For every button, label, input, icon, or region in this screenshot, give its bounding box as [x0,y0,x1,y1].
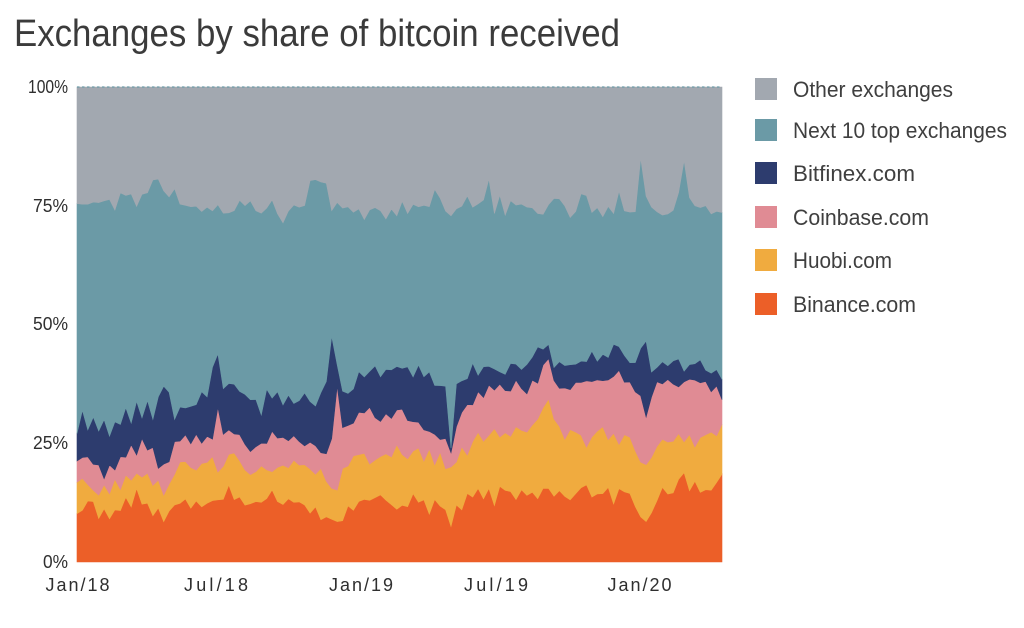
svg-text:50%: 50% [33,314,68,334]
svg-text:Next 10 top exchanges: Next 10 top exchanges [793,118,1007,143]
svg-text:Jul/19: Jul/19 [464,575,528,595]
svg-text:Jan/19: Jan/19 [329,575,393,595]
svg-text:Coinbase.com: Coinbase.com [793,205,929,230]
svg-text:75%: 75% [33,196,68,216]
svg-text:Huobi.com: Huobi.com [793,248,892,273]
svg-text:0%: 0% [43,552,68,572]
svg-text:Jan/18: Jan/18 [46,575,110,595]
svg-text:Other exchanges: Other exchanges [793,77,953,102]
svg-text:Binance.com: Binance.com [793,292,916,317]
svg-text:25%: 25% [33,433,68,453]
svg-text:Exchanges by share of bitcoin: Exchanges by share of bitcoin received [14,13,620,55]
svg-text:Jul/18: Jul/18 [184,575,248,595]
svg-text:100%: 100% [28,77,68,97]
svg-text:Bitfinex.com: Bitfinex.com [793,161,915,186]
svg-text:Jan/20: Jan/20 [608,575,672,595]
